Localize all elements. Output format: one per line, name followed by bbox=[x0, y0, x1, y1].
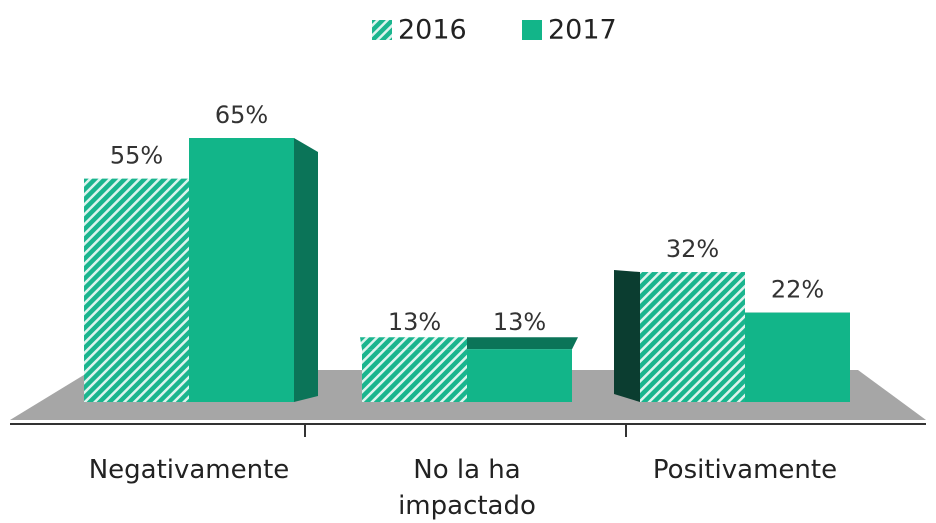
data-label: 22% bbox=[771, 276, 824, 304]
x-tick-label: No la ha impactado bbox=[398, 455, 536, 521]
bar-side bbox=[294, 138, 318, 402]
bar bbox=[362, 349, 467, 402]
bar-side bbox=[614, 270, 640, 402]
bar bbox=[745, 312, 850, 402]
bar bbox=[84, 178, 189, 402]
bar bbox=[189, 138, 294, 402]
data-label: 13% bbox=[388, 308, 441, 336]
x-tick-label-box: Positivamente bbox=[653, 452, 837, 488]
legend-swatch bbox=[522, 20, 542, 40]
bar bbox=[467, 349, 572, 402]
data-label: 65% bbox=[215, 101, 268, 129]
legend-label: 2017 bbox=[548, 15, 617, 46]
legend: 2016 2017 bbox=[372, 15, 617, 46]
x-tick-label: Positivamente bbox=[652, 455, 838, 485]
x-tick-label-box: No la ha impactado bbox=[392, 452, 542, 523]
legend-label: 2016 bbox=[398, 15, 467, 46]
legend-swatch bbox=[372, 20, 392, 40]
data-label: 32% bbox=[666, 235, 719, 263]
data-label: 55% bbox=[110, 142, 163, 170]
x-tick-label-box: Negativamente bbox=[89, 452, 290, 488]
bar bbox=[640, 272, 745, 402]
data-label: 13% bbox=[493, 308, 546, 336]
bar-top bbox=[360, 337, 467, 350]
x-tick-label: Negativamente bbox=[88, 455, 290, 485]
bar-top bbox=[467, 337, 578, 350]
